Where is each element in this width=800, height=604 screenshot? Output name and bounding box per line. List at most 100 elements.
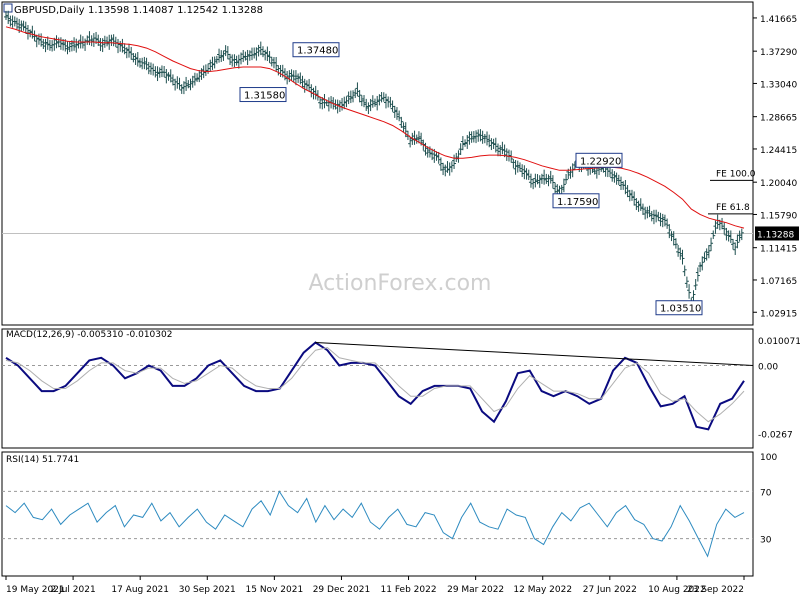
price-bar — [234, 55, 239, 66]
price-bar — [687, 284, 692, 299]
price-bar — [282, 68, 287, 81]
price-bar — [192, 72, 197, 86]
price-bar — [629, 189, 634, 201]
price-bar — [23, 21, 28, 34]
price-bar — [660, 213, 665, 228]
price-bar — [74, 38, 79, 53]
price-bar — [129, 46, 134, 60]
price-bar — [254, 47, 259, 61]
price-bar — [480, 130, 485, 144]
price-bar — [133, 53, 138, 66]
price-bar — [704, 248, 709, 261]
price-bar — [357, 89, 362, 103]
price-bar — [188, 78, 193, 91]
price-bar — [478, 129, 483, 142]
price-bar — [170, 74, 175, 86]
price-bar — [221, 50, 226, 61]
price-bar — [656, 211, 661, 221]
price-bar — [682, 265, 687, 277]
price-bar — [430, 148, 435, 161]
price-bar — [206, 63, 211, 74]
price-bar — [105, 36, 110, 47]
price-bar — [177, 77, 182, 90]
price-bar — [313, 85, 318, 100]
price-bar — [291, 70, 296, 83]
price-bar — [612, 171, 617, 183]
price-bar — [153, 66, 158, 78]
price-bar — [537, 175, 542, 188]
price-bar — [496, 143, 500, 157]
price-bar — [498, 145, 503, 157]
price-bar — [469, 131, 474, 143]
price-bar — [394, 107, 399, 120]
price-bar — [293, 70, 298, 86]
price-bar — [186, 80, 191, 89]
pivot-label: 1.17590 — [557, 197, 598, 208]
price-bar — [517, 162, 522, 172]
macd-trendline — [315, 342, 754, 366]
x-tick-label: 15 Nov 2021 — [246, 585, 304, 595]
price-bar — [489, 138, 494, 151]
price-bar — [21, 20, 26, 31]
x-tick-label: 29 Mar 2022 — [447, 585, 504, 595]
price-bar — [463, 139, 468, 147]
price-bar — [351, 90, 356, 103]
price-bar — [190, 75, 195, 88]
price-bar — [383, 93, 388, 109]
price-bar — [155, 66, 160, 82]
price-bar — [243, 51, 248, 61]
price-bar — [208, 59, 213, 72]
price-bar — [632, 191, 637, 206]
price-bar — [500, 141, 505, 155]
price-bar — [8, 15, 13, 27]
price-bar — [296, 73, 301, 83]
price-bar — [733, 242, 738, 255]
price-bar — [344, 96, 349, 108]
price-bar — [520, 164, 525, 177]
price-bar — [640, 203, 645, 215]
price-bar — [403, 122, 408, 138]
price-bar — [447, 162, 452, 176]
price-bar — [364, 98, 369, 111]
price-bar — [695, 267, 700, 282]
price-bar — [4, 10, 8, 20]
price-y-tick-label: 1.07165 — [760, 277, 797, 287]
price-bar — [731, 238, 736, 250]
price-bar — [614, 172, 619, 185]
price-bar — [542, 169, 547, 185]
price-bar — [89, 35, 94, 47]
price-bar — [649, 210, 654, 222]
axis-layer: 1.13288 1.41665 1.37290 1.33040 1.28665 1.244… — [5, 15, 800, 595]
price-bar — [458, 143, 463, 155]
price-bar — [307, 78, 312, 92]
price-bar — [197, 70, 202, 83]
price-bar — [533, 173, 538, 188]
price-bar — [14, 17, 19, 30]
price-bar — [524, 168, 529, 180]
price-y-tick-label: 1.24415 — [760, 146, 797, 156]
price-bar — [502, 144, 507, 158]
price-bar — [370, 95, 375, 108]
price-bar — [491, 138, 496, 149]
price-bar — [482, 134, 487, 144]
price-bar — [241, 50, 246, 63]
price-bar — [667, 224, 672, 239]
pivot-box — [552, 193, 600, 209]
price-bar — [318, 96, 323, 109]
price-bar — [513, 160, 518, 175]
price-bar — [137, 58, 142, 68]
price-bar — [118, 40, 123, 52]
price-bar — [553, 182, 558, 194]
price-bar — [260, 46, 265, 58]
price-bar — [166, 72, 171, 81]
price-y-tick-label: 1.11415 — [760, 245, 797, 255]
price-bar — [515, 160, 520, 173]
price-bar — [561, 178, 566, 193]
price-bar — [217, 48, 222, 63]
price-bar — [377, 94, 382, 106]
price-bar — [671, 231, 676, 246]
pivot-label: 1.37480 — [297, 46, 338, 57]
price-bar — [247, 50, 252, 61]
